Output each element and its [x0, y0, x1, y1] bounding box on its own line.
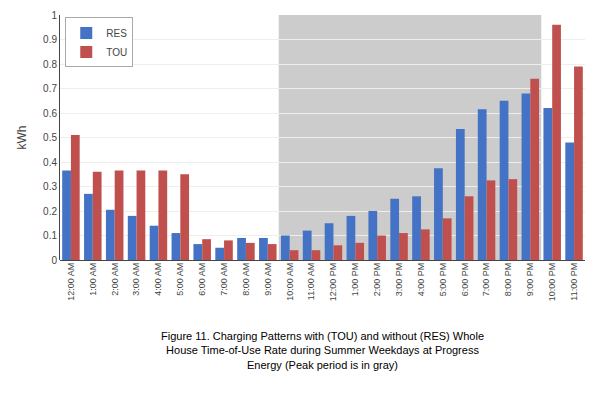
- svg-text:12:00 PM: 12:00 PM: [328, 263, 338, 302]
- svg-text:2:00 AM: 2:00 AM: [110, 263, 120, 296]
- svg-text:0.1: 0.1: [43, 230, 57, 241]
- svg-text:3:00 PM: 3:00 PM: [394, 263, 404, 297]
- svg-text:3:00 AM: 3:00 AM: [131, 263, 141, 296]
- svg-text:RES: RES: [106, 28, 127, 39]
- svg-text:0.3: 0.3: [43, 181, 57, 192]
- svg-text:0.2: 0.2: [43, 206, 57, 217]
- svg-text:7:00 AM: 7:00 AM: [219, 263, 229, 296]
- svg-text:TOU: TOU: [106, 47, 127, 58]
- svg-text:Figure 11. Charging Patterns w: Figure 11. Charging Patterns with (TOU) …: [161, 330, 484, 371]
- svg-text:4:00 PM: 4:00 PM: [416, 263, 426, 297]
- svg-text:10:00 PM: 10:00 PM: [547, 263, 557, 302]
- svg-text:4:00 AM: 4:00 AM: [153, 263, 163, 296]
- svg-text:0.8: 0.8: [43, 59, 57, 70]
- svg-text:11:00 AM: 11:00 AM: [306, 263, 316, 300]
- svg-text:0.6: 0.6: [43, 108, 57, 119]
- svg-text:5:00 AM: 5:00 AM: [175, 263, 185, 296]
- svg-text:9:00 PM: 9:00 PM: [525, 263, 535, 297]
- svg-text:10:00 AM: 10:00 AM: [285, 263, 295, 301]
- svg-text:9:00 AM: 9:00 AM: [263, 263, 273, 296]
- svg-text:6:00 PM: 6:00 PM: [460, 263, 470, 297]
- svg-text:0.4: 0.4: [43, 157, 57, 168]
- svg-text:0.9: 0.9: [43, 34, 57, 45]
- svg-text:1:00 AM: 1:00 AM: [88, 263, 98, 296]
- svg-text:0.5: 0.5: [43, 132, 57, 143]
- svg-text:5:00 PM: 5:00 PM: [438, 263, 448, 297]
- svg-text:8:00 PM: 8:00 PM: [503, 263, 513, 297]
- svg-text:0: 0: [51, 255, 57, 266]
- svg-text:2:00 PM: 2:00 PM: [372, 263, 382, 297]
- svg-text:11:00 PM: 11:00 PM: [569, 263, 579, 301]
- svg-text:1:00 PM: 1:00 PM: [350, 263, 360, 297]
- svg-text:6:00 AM: 6:00 AM: [197, 263, 207, 296]
- svg-text:kWh: kWh: [15, 126, 29, 150]
- svg-text:0.7: 0.7: [43, 83, 57, 94]
- svg-text:12:00 AM: 12:00 AM: [66, 263, 76, 301]
- svg-text:1: 1: [51, 10, 57, 21]
- svg-text:8:00 AM: 8:00 AM: [241, 263, 251, 296]
- svg-text:7:00 PM: 7:00 PM: [481, 263, 491, 297]
